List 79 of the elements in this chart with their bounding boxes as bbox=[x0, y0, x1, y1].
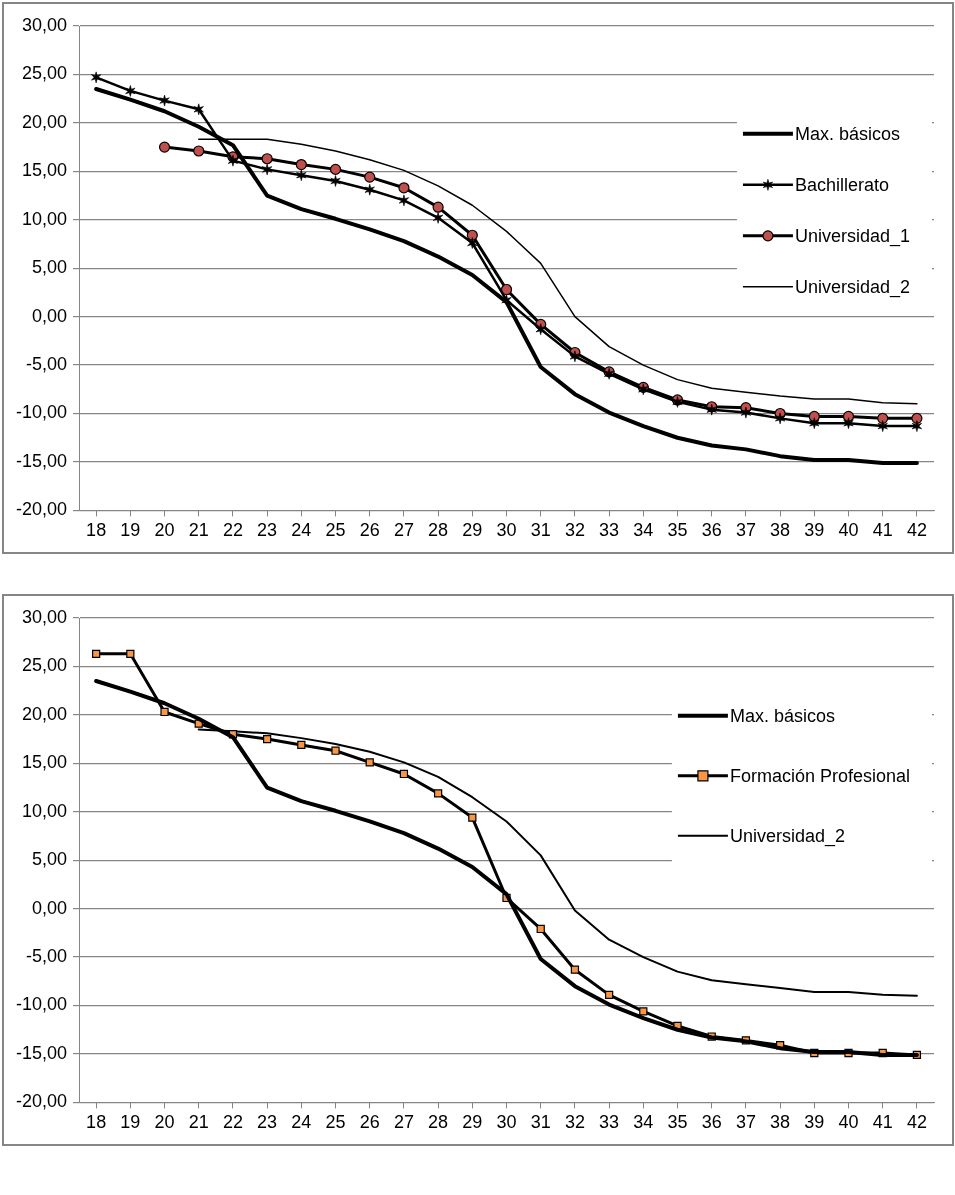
legend-label: Formación Profesional bbox=[729, 765, 911, 786]
x-tick-label: 19 bbox=[120, 520, 141, 541]
x-tick-label: 42 bbox=[906, 1112, 927, 1133]
y-tick-label: -10,00 bbox=[15, 402, 68, 423]
y-tick-label: 25,00 bbox=[21, 655, 68, 676]
x-tick-label: 32 bbox=[564, 1112, 585, 1133]
x-tick-label: 19 bbox=[120, 1112, 141, 1133]
x-tick-label: 26 bbox=[359, 520, 380, 541]
x-tick-label: 30 bbox=[496, 1112, 517, 1133]
x-tick-label: 36 bbox=[701, 520, 722, 541]
x-tick-label: 25 bbox=[325, 1112, 346, 1133]
y-tick-label: 10,00 bbox=[21, 208, 68, 229]
y-tick-label: 15,00 bbox=[21, 160, 68, 181]
x-tick-label: 18 bbox=[86, 1112, 107, 1133]
x-tick-label: 34 bbox=[633, 520, 654, 541]
x-tick-label: 29 bbox=[462, 520, 483, 541]
x-tick-label: 30 bbox=[496, 520, 517, 541]
x-tick-label: 20 bbox=[154, 1112, 175, 1133]
x-tick-label: 42 bbox=[906, 520, 927, 541]
y-tick-label: 30,00 bbox=[21, 606, 68, 627]
x-tick-label: 27 bbox=[393, 1112, 414, 1133]
x-tick-label: 28 bbox=[428, 1112, 449, 1133]
x-tick-label: 40 bbox=[838, 1112, 859, 1133]
x-tick-label: 41 bbox=[872, 520, 893, 541]
x-tick-label: 35 bbox=[667, 1112, 688, 1133]
y-tick-label: -10,00 bbox=[15, 994, 68, 1015]
x-tick-label: 23 bbox=[257, 520, 278, 541]
y-tick-label: 5,00 bbox=[31, 257, 68, 278]
y-tick-label: -5,00 bbox=[26, 946, 68, 967]
x-tick-label: 37 bbox=[735, 520, 756, 541]
y-tick-label: 0,00 bbox=[31, 897, 68, 918]
x-tick-label: 20 bbox=[154, 520, 175, 541]
x-tick-label: 32 bbox=[564, 520, 585, 541]
y-tick-label: 20,00 bbox=[21, 703, 68, 724]
x-tick-label: 40 bbox=[838, 520, 859, 541]
y-tick-label: 10,00 bbox=[21, 800, 68, 821]
x-tick-label: 23 bbox=[257, 1112, 278, 1133]
y-tick-label: 30,00 bbox=[21, 14, 68, 35]
legend-label: Universidad_2 bbox=[794, 276, 911, 298]
y-tick-label: -15,00 bbox=[15, 450, 68, 471]
x-tick-label: 36 bbox=[701, 1112, 722, 1133]
x-tick-label: 33 bbox=[599, 520, 620, 541]
x-tick-label: 22 bbox=[222, 1112, 243, 1133]
x-tick-label: 25 bbox=[325, 520, 346, 541]
x-tick-label: 26 bbox=[359, 1112, 380, 1133]
x-tick-label: 21 bbox=[188, 520, 209, 541]
y-tick-label: 20,00 bbox=[21, 111, 68, 132]
x-tick-label: 22 bbox=[222, 520, 243, 541]
x-tick-label: 28 bbox=[428, 520, 449, 541]
x-tick-label: 24 bbox=[291, 520, 312, 541]
x-tick-label: 39 bbox=[804, 520, 825, 541]
y-tick-label: 0,00 bbox=[31, 305, 68, 326]
y-tick-label: 5,00 bbox=[31, 849, 68, 870]
x-tick-label: 29 bbox=[462, 1112, 483, 1133]
x-tick-label: 41 bbox=[872, 1112, 893, 1133]
y-tick-label: 25,00 bbox=[21, 63, 68, 84]
x-tick-label: 31 bbox=[530, 1112, 551, 1133]
x-tick-label: 38 bbox=[770, 1112, 791, 1133]
y-tick-label: 15,00 bbox=[21, 752, 68, 773]
y-tick-label: -15,00 bbox=[15, 1042, 68, 1063]
x-tick-label: 24 bbox=[291, 1112, 312, 1133]
x-tick-label: 27 bbox=[393, 520, 414, 541]
x-tick-label: 37 bbox=[735, 1112, 756, 1133]
x-tick-label: 18 bbox=[86, 520, 107, 541]
y-tick-label: -5,00 bbox=[26, 354, 68, 375]
legend-label: Universidad_2 bbox=[729, 825, 845, 847]
x-tick-label: 31 bbox=[530, 520, 551, 541]
x-tick-label: 33 bbox=[599, 1112, 620, 1133]
x-tick-label: 21 bbox=[188, 1112, 209, 1133]
x-tick-label: 35 bbox=[667, 520, 688, 541]
x-tick-label: 38 bbox=[770, 520, 791, 541]
y-tick-label: -20,00 bbox=[15, 1091, 68, 1112]
legend-label: Max. básicos bbox=[729, 705, 835, 726]
x-tick-label: 39 bbox=[804, 1112, 825, 1133]
legend-label: Bachillerato bbox=[794, 174, 889, 195]
x-tick-label: 34 bbox=[633, 1112, 654, 1133]
y-tick-label: -20,00 bbox=[15, 499, 68, 520]
legend-label: Max. básicos bbox=[794, 123, 900, 144]
legend-label: Universidad_1 bbox=[794, 225, 911, 247]
